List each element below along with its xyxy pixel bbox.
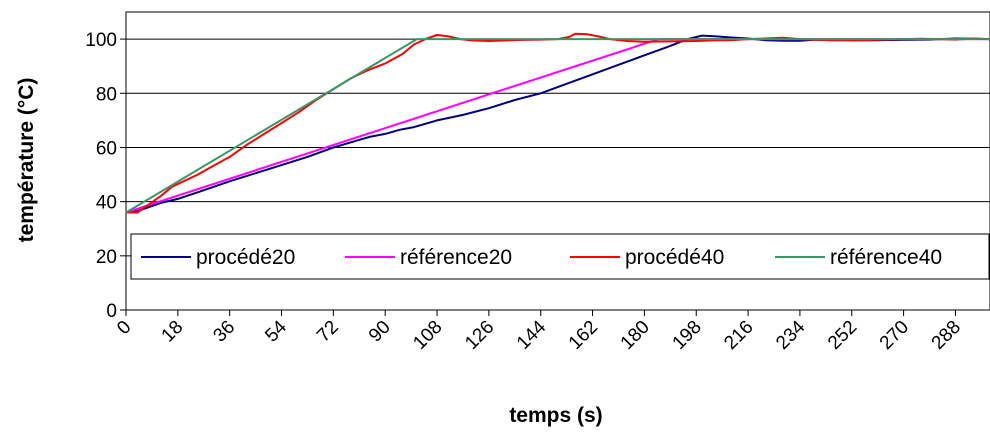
legend-box — [130, 233, 990, 280]
y-tick-label: 20 — [96, 247, 117, 268]
x-tick-label: 54 — [261, 316, 291, 346]
x-tick-label: 108 — [409, 317, 446, 354]
x-tick-label: 72 — [313, 317, 343, 347]
y-tick-label: 80 — [96, 84, 117, 105]
x-tick-label: 90 — [365, 317, 395, 347]
x-tick-label: 288 — [928, 317, 965, 354]
legend-label: référence40 — [830, 246, 942, 269]
x-tick-label: 234 — [772, 316, 810, 354]
x-tick-label: 36 — [209, 317, 239, 347]
x-tick-label: 270 — [876, 317, 913, 354]
legend-label: référence20 — [400, 246, 512, 269]
x-tick-label: 126 — [461, 317, 498, 354]
x-tick-label: 198 — [669, 317, 706, 354]
x-tick-label: 0 — [113, 317, 135, 339]
x-tick-label: 18 — [158, 317, 188, 347]
series-lines — [125, 32, 990, 214]
x-axis-title: temps (s) — [509, 404, 602, 427]
y-tick-label: 40 — [96, 193, 117, 214]
y-tick-label: 60 — [96, 138, 117, 159]
y-tick-label: 100 — [85, 30, 117, 51]
y-ticks: 0 20 40 60 80 100 — [85, 30, 126, 322]
y-tick-label: 0 — [106, 301, 117, 322]
y-axis-title: température (°C) — [15, 78, 38, 243]
series-line-3 — [125, 38, 990, 214]
x-ticks: 0 18 36 54 72 90 108 126 144 162 180 198 216 234 252 27… — [113, 310, 965, 354]
legend-label: procédé40 — [625, 246, 724, 269]
legend-label: procédé20 — [196, 246, 295, 269]
x-tick-label: 180 — [617, 317, 654, 354]
x-tick-label: 162 — [565, 317, 602, 354]
x-tick-label: 252 — [824, 317, 861, 354]
x-tick-label: 144 — [513, 316, 551, 354]
legend: procédé20 référence20 procédé40 référence40 — [130, 233, 990, 280]
x-tick-label: 216 — [720, 317, 757, 354]
